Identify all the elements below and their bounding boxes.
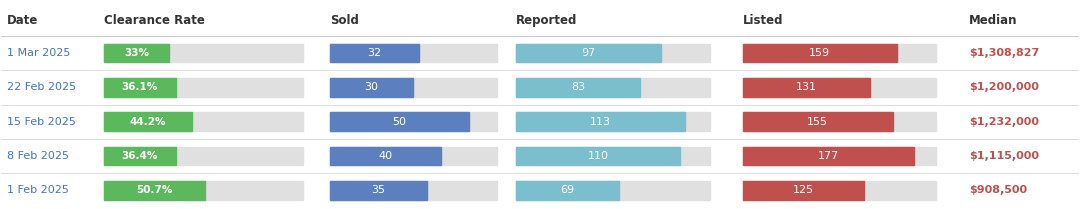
Bar <box>104 147 303 165</box>
Text: 36.1%: 36.1% <box>122 82 158 92</box>
Bar <box>516 181 711 200</box>
Text: Reported: Reported <box>516 14 578 27</box>
Bar <box>104 44 303 62</box>
Text: $908,500: $908,500 <box>969 185 1027 195</box>
Text: 50.7%: 50.7% <box>136 185 173 195</box>
Bar <box>330 44 419 62</box>
Bar <box>516 78 711 97</box>
Bar <box>743 147 914 165</box>
Text: 159: 159 <box>809 48 831 58</box>
Text: 22 Feb 2025: 22 Feb 2025 <box>6 82 76 92</box>
Text: 33%: 33% <box>124 48 149 58</box>
Bar <box>743 147 936 165</box>
Bar <box>743 78 869 97</box>
Text: Clearance Rate: Clearance Rate <box>104 14 204 27</box>
Bar <box>330 181 428 200</box>
Text: $1,308,827: $1,308,827 <box>969 48 1039 58</box>
Text: $1,200,000: $1,200,000 <box>969 82 1039 92</box>
Text: Sold: Sold <box>330 14 359 27</box>
Text: 50: 50 <box>392 117 406 127</box>
Text: 1 Mar 2025: 1 Mar 2025 <box>6 48 70 58</box>
Text: 83: 83 <box>571 82 585 92</box>
Bar <box>516 147 680 165</box>
Text: 36.4%: 36.4% <box>122 151 158 161</box>
Text: 32: 32 <box>367 48 381 58</box>
Text: 110: 110 <box>588 151 609 161</box>
Bar <box>330 181 497 200</box>
Bar <box>516 44 661 62</box>
Bar <box>104 112 303 131</box>
Text: $1,115,000: $1,115,000 <box>969 151 1039 161</box>
Text: 35: 35 <box>372 185 386 195</box>
Bar <box>330 112 469 131</box>
Text: 8 Feb 2025: 8 Feb 2025 <box>6 151 69 161</box>
Text: 30: 30 <box>365 82 379 92</box>
Text: 44.2%: 44.2% <box>130 117 166 127</box>
Bar <box>516 112 685 131</box>
Text: 69: 69 <box>561 185 575 195</box>
Bar <box>104 78 303 97</box>
Bar <box>743 78 936 97</box>
Bar <box>104 112 192 131</box>
Text: Date: Date <box>6 14 38 27</box>
Text: 113: 113 <box>590 117 611 127</box>
Bar <box>516 112 711 131</box>
Bar <box>330 78 414 97</box>
Text: 155: 155 <box>807 117 828 127</box>
Bar <box>743 112 893 131</box>
Bar <box>330 147 442 165</box>
Bar <box>516 181 619 200</box>
Bar <box>104 181 205 200</box>
Text: Median: Median <box>969 14 1017 27</box>
Text: 177: 177 <box>818 151 839 161</box>
Bar <box>743 44 936 62</box>
Bar <box>330 44 497 62</box>
Bar <box>330 112 497 131</box>
Bar <box>516 147 711 165</box>
Bar <box>104 78 176 97</box>
Text: 97: 97 <box>581 48 596 58</box>
Bar <box>743 181 936 200</box>
Text: Listed: Listed <box>743 14 783 27</box>
Bar <box>516 44 711 62</box>
Bar <box>330 147 497 165</box>
Text: 131: 131 <box>796 82 816 92</box>
Text: 1 Feb 2025: 1 Feb 2025 <box>6 185 69 195</box>
Bar <box>743 112 936 131</box>
Text: 125: 125 <box>793 185 813 195</box>
Bar <box>104 44 170 62</box>
Bar <box>743 181 864 200</box>
Text: 15 Feb 2025: 15 Feb 2025 <box>6 117 76 127</box>
Text: 40: 40 <box>378 151 393 161</box>
Bar <box>330 78 497 97</box>
Bar <box>104 181 303 200</box>
Bar <box>743 44 896 62</box>
Text: $1,232,000: $1,232,000 <box>969 117 1039 127</box>
Bar <box>104 147 176 165</box>
Bar <box>516 78 640 97</box>
